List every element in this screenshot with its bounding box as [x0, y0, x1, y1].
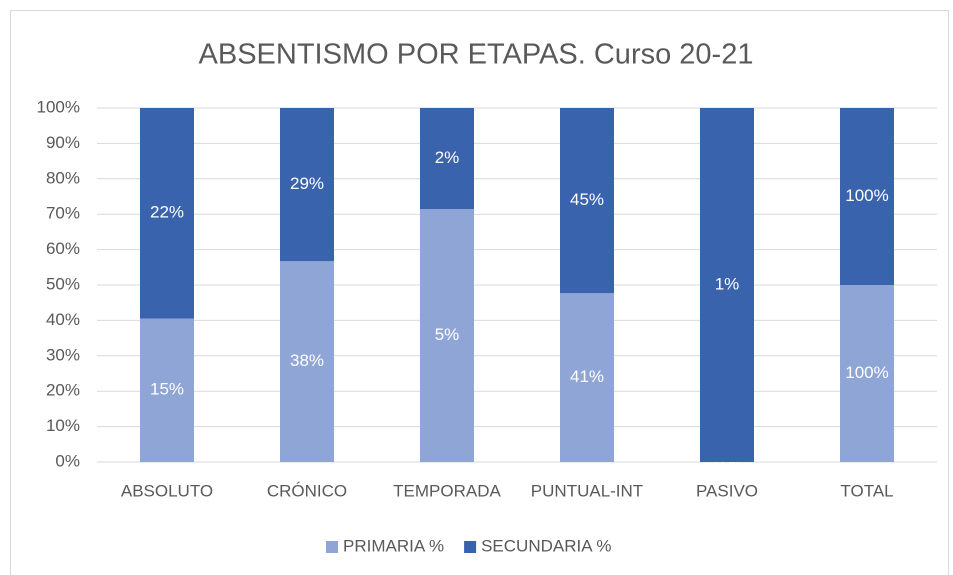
chart-title: ABSENTISMO POR ETAPAS. Curso 20-21 — [199, 39, 754, 71]
x-tick-label: TEMPORADA — [393, 481, 501, 500]
bar-segment — [560, 293, 614, 462]
y-tick-label: 100% — [37, 97, 80, 116]
bar-segment — [140, 108, 194, 319]
bar-segment — [560, 108, 614, 294]
bar-segment — [840, 108, 894, 285]
bar-segment — [700, 108, 754, 462]
data-label: 29% — [290, 174, 324, 193]
bar-segment — [840, 285, 894, 462]
data-label: 41% — [570, 367, 604, 386]
y-tick-label: 80% — [46, 168, 80, 187]
y-tick-label: 0% — [55, 451, 80, 470]
data-label: 100% — [845, 186, 888, 205]
x-tick-label: PASIVO — [696, 481, 758, 500]
data-label: 2% — [435, 148, 460, 167]
x-tick-label: CRÓNICO — [267, 481, 347, 500]
y-tick-label: 50% — [46, 274, 80, 293]
x-tick-label: PUNTUAL-INT — [531, 481, 643, 500]
y-tick-label: 90% — [46, 133, 80, 152]
y-tick-label: 20% — [46, 381, 80, 400]
data-label: 38% — [290, 351, 324, 370]
x-tick-label: TOTAL — [840, 481, 893, 500]
y-tick-label: 60% — [46, 239, 80, 258]
data-label: 1% — [715, 274, 740, 293]
x-tick-label: ABSOLUTO — [121, 481, 213, 500]
data-label: 45% — [570, 190, 604, 209]
data-label: 5% — [435, 325, 460, 344]
legend-swatch — [326, 541, 338, 553]
legend-label: SECUNDARIA % — [481, 536, 611, 555]
bar-segment — [140, 318, 194, 462]
bar-segment — [280, 261, 334, 462]
y-tick-label: 70% — [46, 204, 80, 223]
bar-segment — [420, 108, 474, 210]
data-label: 15% — [150, 380, 184, 399]
legend-swatch — [464, 541, 477, 553]
y-tick-label: 30% — [46, 345, 80, 364]
data-label: 100% — [845, 363, 888, 382]
y-tick-label: 10% — [46, 416, 80, 435]
y-tick-label: 40% — [46, 310, 80, 329]
data-label: 22% — [150, 203, 184, 222]
legend-label: PRIMARIA % — [343, 536, 444, 555]
bar-segment — [420, 209, 474, 462]
bar-segment — [280, 108, 334, 262]
